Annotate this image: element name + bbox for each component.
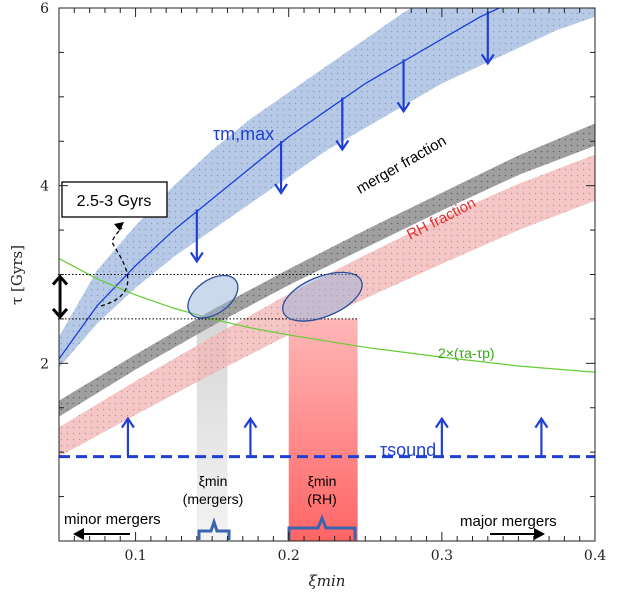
- rh-overlap-ellipse: [282, 271, 363, 322]
- minor-mergers-label: minor mergers: [64, 511, 161, 528]
- time-box: [61, 181, 168, 218]
- xi-min-mergers-label: ξmin: [199, 473, 228, 489]
- y-tick-label: 4: [40, 179, 49, 195]
- x-axis-label: ξmin: [309, 572, 346, 590]
- green-curve-line: [59, 257, 595, 373]
- lower-limit-arrow-head-2: [434, 416, 449, 429]
- axes-layer: 0.1 0.2 0.3 0.4 2 4 6 ξmin τ [Gyrs]: [8, 1, 606, 590]
- upper-limit-arrow-head-4: [480, 53, 495, 66]
- xi-min-rh-sub: (RH): [307, 491, 337, 507]
- overlap-region-rh: [288, 318, 358, 541]
- major-mergers-label: major mergers: [460, 513, 557, 530]
- merger-fraction-band-dots: [59, 123, 595, 417]
- lower-limit-arrow-head-1: [243, 416, 258, 429]
- y-tick-label: 6: [40, 1, 49, 17]
- time-box-pointer: [100, 227, 129, 307]
- xi-min-rh-label: ξmin: [308, 473, 337, 489]
- time-range-arrow-head-bottom: [51, 307, 69, 320]
- upper-limit-arrow-head-3: [396, 101, 411, 114]
- tau-m-max-line: [59, 8, 501, 360]
- time-range-arrow-head-top: [51, 274, 69, 286]
- lines-layer: [59, 8, 595, 459]
- mergers-overlap-ellipse: [187, 274, 239, 319]
- x-tick-label: 0.3: [431, 548, 453, 564]
- merger-fraction-label: merger fraction: [354, 132, 450, 197]
- lower-limit-arrow-head-0: [120, 416, 135, 429]
- time-box-label: 2.5-3 Gyrs: [77, 193, 152, 210]
- annotations-layer: 2.5-3 Gyrs τm,max merger fraction RH fra…: [51, 124, 557, 540]
- tau-m-max-label: τm,max: [213, 124, 274, 144]
- major-mergers-arrow-head: [534, 528, 545, 540]
- x-tick-label: 0.2: [278, 548, 300, 564]
- rh-brace: [287, 513, 357, 540]
- x-tick-label: 0.1: [124, 548, 146, 564]
- y-axis-label: τ [Gyrs]: [8, 245, 26, 305]
- lower-limit-arrow-head-3: [534, 416, 549, 429]
- mergers-brace: [197, 517, 231, 540]
- time-box-pointer-head: [114, 222, 124, 231]
- arrows-layer: [120, 11, 549, 457]
- tau-sound-label: τsound: [380, 440, 436, 460]
- upper-limit-arrow-head-1: [274, 183, 288, 196]
- xi-min-mergers-sub: (mergers): [183, 491, 244, 507]
- tau-m-max-band-dots: [59, 8, 595, 368]
- y-tick-label: 2: [40, 356, 49, 372]
- minor-mergers-arrow-head: [73, 528, 84, 540]
- x-tick-label: 0.4: [584, 548, 606, 564]
- upper-limit-arrow-head-0: [189, 251, 204, 264]
- green-curve-label: 2×(τa-τp): [438, 345, 495, 361]
- upper-limit-arrow-head-2: [335, 139, 350, 152]
